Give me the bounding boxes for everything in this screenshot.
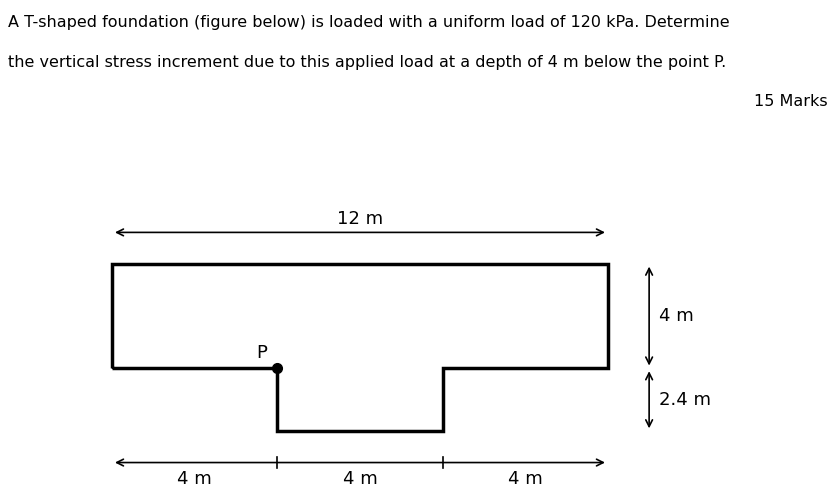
Text: 4 m: 4 m [177,470,212,489]
Text: 15 Marks: 15 Marks [754,94,828,109]
Text: 4 m: 4 m [507,470,543,489]
Text: A T-shaped foundation (figure below) is loaded with a uniform load of 120 kPa. D: A T-shaped foundation (figure below) is … [8,15,730,30]
Text: P: P [256,344,267,362]
Text: 2.4 m: 2.4 m [660,391,711,409]
Text: 12 m: 12 m [337,210,383,229]
Text: 4 m: 4 m [343,470,377,489]
Text: the vertical stress increment due to this applied load at a depth of 4 m below t: the vertical stress increment due to thi… [8,55,726,69]
Text: 4 m: 4 m [660,307,694,325]
